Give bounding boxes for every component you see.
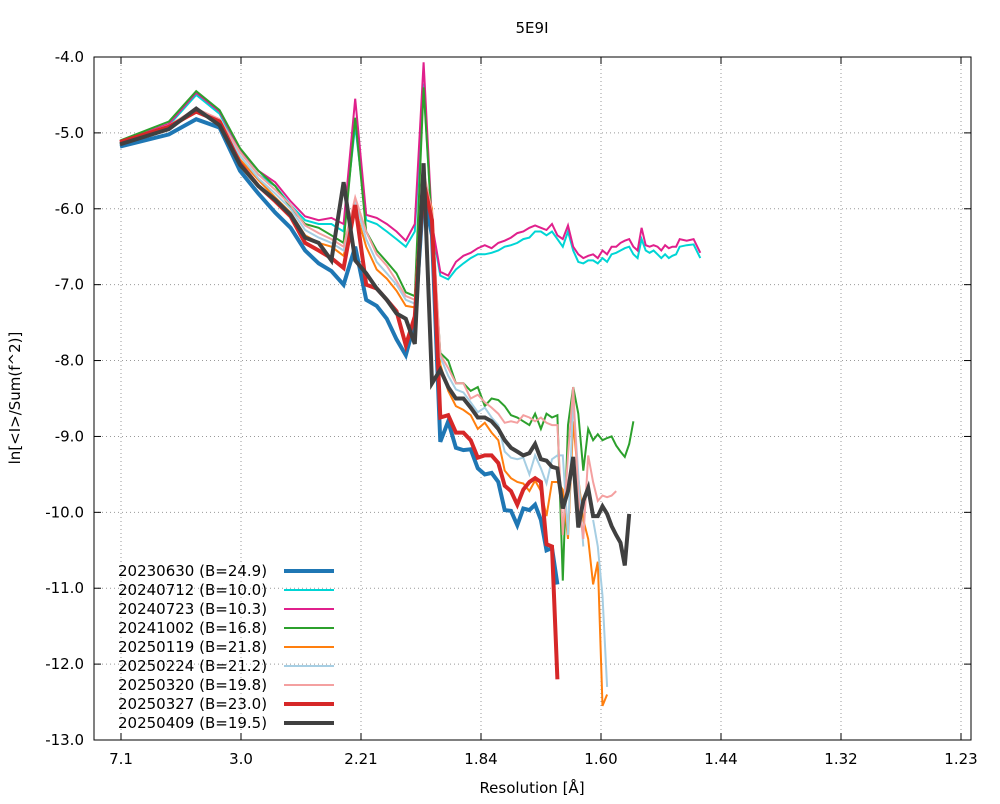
x-tick-label: 1.84 xyxy=(464,750,497,768)
series-line-5 xyxy=(119,108,609,687)
legend-label-1: 20240712 (B=10.0) xyxy=(118,581,267,599)
y-tick-label: -6.0 xyxy=(55,200,84,218)
x-axis-ticks: 7.1 3.0 2.21 1.84 1.60 1.44 1.32 1.23 xyxy=(109,57,978,768)
x-tick-label: 3.0 xyxy=(229,750,253,768)
x-tick-label: 2.21 xyxy=(344,750,377,768)
chart-title: 5E9I xyxy=(516,19,549,37)
legend-label-4: 20250119 (B=21.8) xyxy=(118,638,267,656)
legend-label-2: 20240723 (B=10.3) xyxy=(118,600,267,618)
y-tick-label: -12.0 xyxy=(45,655,84,673)
y-tick-label: -13.0 xyxy=(45,731,84,749)
y-tick-label: -4.0 xyxy=(55,48,84,66)
legend: 20230630 (B=24.9)20240712 (B=10.0)202407… xyxy=(118,562,334,732)
legend-label-8: 20250409 (B=19.5) xyxy=(118,714,267,732)
x-tick-label: 7.1 xyxy=(109,750,133,768)
y-tick-label: -10.0 xyxy=(45,503,84,521)
y-axis-label: ln[<I>/Sum(f^2)] xyxy=(6,332,24,465)
series-lines xyxy=(119,62,702,707)
y-tick-label: -11.0 xyxy=(45,579,84,597)
y-tick-label: -9.0 xyxy=(55,427,84,445)
legend-label-6: 20250320 (B=19.8) xyxy=(118,676,267,694)
x-tick-label: 1.60 xyxy=(584,750,617,768)
x-tick-label: 1.23 xyxy=(944,750,977,768)
x-tick-label: 1.44 xyxy=(704,750,737,768)
legend-label-3: 20241002 (B=16.8) xyxy=(118,619,267,637)
y-tick-label: -8.0 xyxy=(55,352,84,370)
y-tick-label: -5.0 xyxy=(55,124,84,142)
legend-label-7: 20250327 (B=23.0) xyxy=(118,695,267,713)
series-line-2 xyxy=(119,62,702,277)
x-axis-label: Resolution [Å] xyxy=(479,778,584,797)
plot-frame xyxy=(93,56,972,741)
y-tick-label: -7.0 xyxy=(55,276,84,294)
legend-label-0: 20230630 (B=24.9) xyxy=(118,562,267,580)
legend-label-5: 20250224 (B=21.2) xyxy=(118,657,267,675)
x-tick-label: 1.32 xyxy=(824,750,857,768)
series-line-0 xyxy=(119,117,560,585)
series-line-6 xyxy=(119,107,617,540)
y-axis-ticks: -4.0 -5.0 -6.0 -7.0 -8.0 -9.0 -10.0 -11.0 -12.0 -… xyxy=(45,48,971,749)
